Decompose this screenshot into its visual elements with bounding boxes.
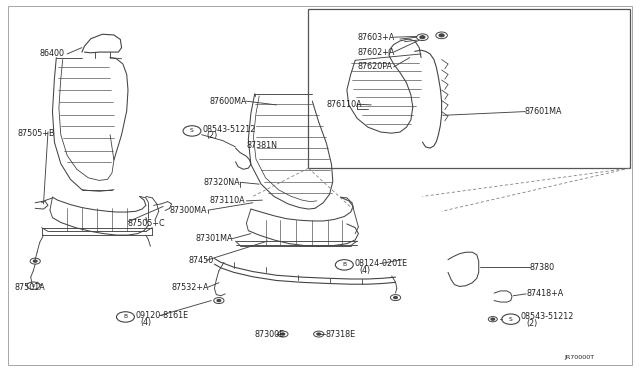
Text: 87505+B: 87505+B [17,129,55,138]
Text: S: S [190,128,194,134]
Text: B: B [124,314,127,320]
Text: 87301MA: 87301MA [195,234,233,243]
Text: JR70000T: JR70000T [564,355,595,360]
Text: 08543-51212: 08543-51212 [521,312,574,321]
Text: S: S [509,317,513,322]
FancyBboxPatch shape [308,9,630,168]
Text: 87418+A: 87418+A [526,289,563,298]
Text: 87450: 87450 [189,256,214,265]
Text: 09120-8161E: 09120-8161E [136,311,189,320]
Circle shape [420,36,425,39]
Text: o: o [31,283,35,288]
Text: 87501A: 87501A [14,283,45,292]
Text: 876110A: 876110A [326,100,362,109]
Text: 87532+A: 87532+A [172,283,209,292]
Text: 873110A: 873110A [210,196,246,205]
Circle shape [217,299,221,302]
Text: 87505+C: 87505+C [128,219,166,228]
Text: 87320NA: 87320NA [204,178,240,187]
Circle shape [439,34,444,37]
Text: (4): (4) [360,266,371,275]
Circle shape [491,318,495,320]
Text: 87300E: 87300E [255,330,285,339]
Text: 86400: 86400 [40,49,65,58]
FancyBboxPatch shape [8,6,632,365]
Text: 87318E: 87318E [325,330,355,339]
Circle shape [317,333,321,335]
Text: (2): (2) [206,131,218,140]
Text: 87300MA: 87300MA [170,206,207,215]
Text: 08543-51212: 08543-51212 [202,125,255,134]
Circle shape [394,296,397,299]
Text: (2): (2) [526,319,538,328]
Text: 08124-0201E: 08124-0201E [355,259,408,268]
Text: 87380: 87380 [530,263,555,272]
Text: 87620PA: 87620PA [357,62,392,71]
Text: (4): (4) [141,318,152,327]
Circle shape [33,260,37,262]
Text: 87601MA: 87601MA [525,107,563,116]
Circle shape [281,333,285,335]
Text: 87603+A: 87603+A [357,33,394,42]
Text: B: B [342,262,346,267]
Text: 87381N: 87381N [246,141,277,150]
Text: 87600MA: 87600MA [210,97,248,106]
Text: 87602+A: 87602+A [357,48,394,57]
